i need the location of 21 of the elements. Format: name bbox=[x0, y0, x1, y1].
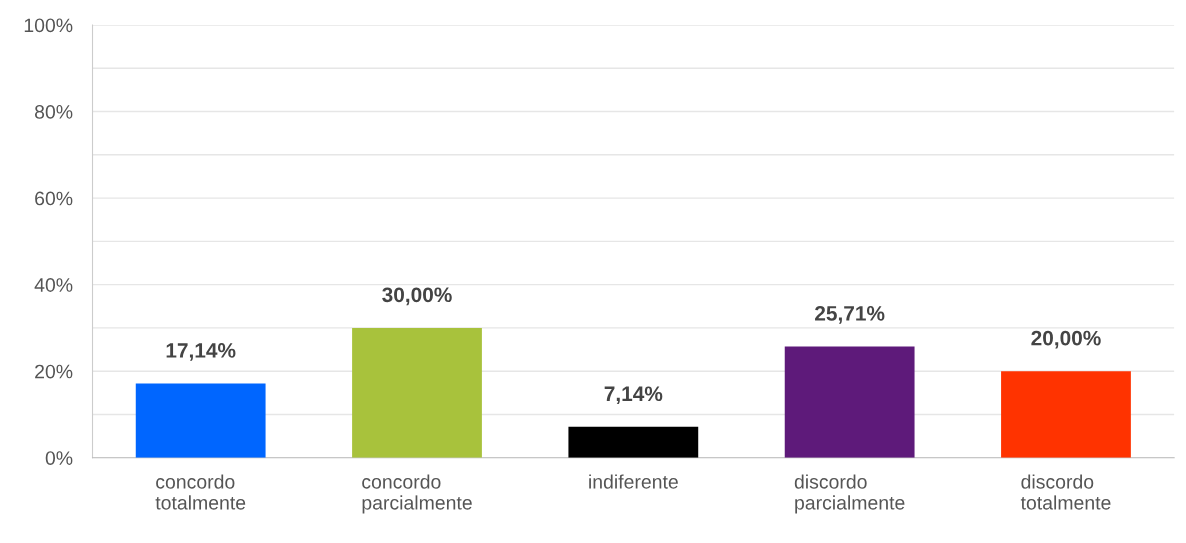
y-tick-label: 40% bbox=[34, 278, 73, 292]
y-tick-label: 20% bbox=[35, 364, 73, 379]
bar bbox=[784, 346, 915, 458]
y-tick-label: 60% bbox=[35, 191, 73, 206]
bar bbox=[568, 426, 699, 458]
data-label: 17,14% bbox=[166, 343, 236, 361]
data-label: 20,00% bbox=[1031, 330, 1101, 349]
x-tick-label: discordo parcialmente bbox=[794, 474, 905, 514]
bar bbox=[135, 383, 266, 458]
x-tick-label: concordo totalmente bbox=[155, 474, 246, 510]
bar bbox=[1001, 371, 1131, 458]
data-label: 7,14% bbox=[604, 386, 663, 405]
y-tick-label: 80% bbox=[34, 105, 73, 119]
data-label: 30,00% bbox=[382, 287, 452, 306]
y-tick-label: 100% bbox=[24, 18, 73, 33]
x-tick-label: indiferente bbox=[589, 474, 678, 489]
y-tick-label: 0% bbox=[45, 451, 73, 465]
data-label: 25,71% bbox=[815, 305, 885, 324]
bar bbox=[352, 327, 482, 458]
x-tick-label: discordo totalmente bbox=[1020, 474, 1111, 510]
x-tick-label: concordo parcialmente bbox=[362, 474, 472, 514]
